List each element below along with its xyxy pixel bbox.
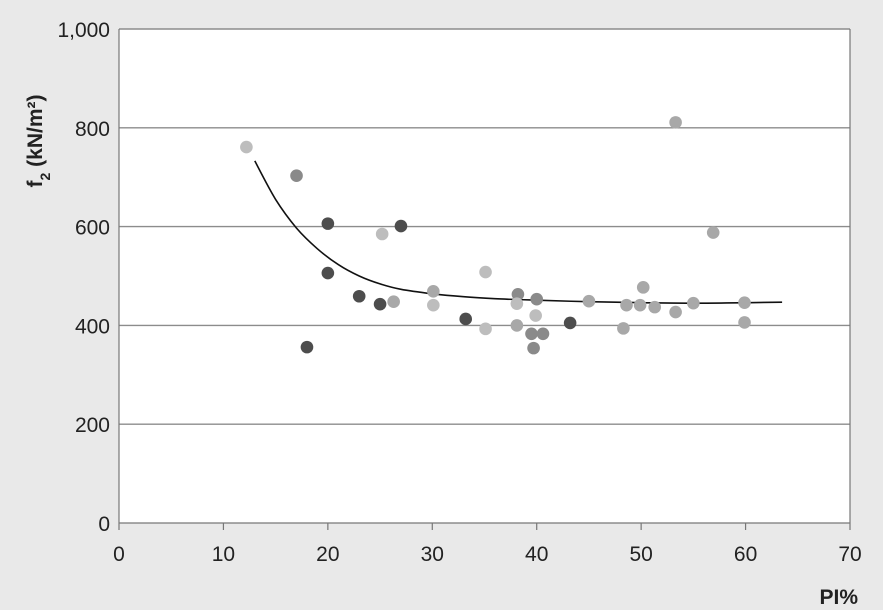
data-point xyxy=(290,169,303,183)
y-axis-title-subscript: 2 xyxy=(37,172,53,180)
data-point xyxy=(669,116,682,129)
x-tick-label: 20 xyxy=(316,543,339,566)
y-tick-label: 400 xyxy=(75,315,110,338)
x-tick-label: 40 xyxy=(525,543,548,566)
data-point xyxy=(459,312,473,326)
x-tick-label: 0 xyxy=(113,543,125,566)
data-point xyxy=(633,298,647,312)
data-point xyxy=(620,298,633,312)
x-tick-label: 30 xyxy=(421,543,444,566)
data-point xyxy=(510,297,524,310)
data-point xyxy=(510,319,524,332)
data-point xyxy=(738,296,751,309)
data-point xyxy=(321,266,335,280)
data-point xyxy=(387,295,400,308)
data-point xyxy=(427,285,440,298)
data-point xyxy=(352,289,366,303)
data-point xyxy=(427,298,440,312)
x-axis-title: PI% xyxy=(819,586,858,609)
data-point xyxy=(375,227,389,241)
data-point xyxy=(373,297,387,311)
data-point xyxy=(738,316,751,329)
x-tick-label: 10 xyxy=(212,543,235,566)
data-point xyxy=(525,327,538,341)
y-axis-title-unit: (kN/m²) xyxy=(24,95,47,173)
data-point xyxy=(240,140,253,154)
data-points xyxy=(240,116,751,355)
y-axis-title: f2 (kN/m²) xyxy=(24,95,53,188)
data-point xyxy=(648,300,662,314)
axes xyxy=(118,29,851,530)
data-point xyxy=(300,340,314,354)
data-point xyxy=(617,322,630,335)
data-point xyxy=(529,309,542,322)
y-tick-label: 1,000 xyxy=(57,19,110,42)
data-point xyxy=(394,219,408,233)
data-point xyxy=(536,327,550,341)
data-point xyxy=(530,292,544,306)
data-point xyxy=(669,305,682,319)
x-tick-label: 50 xyxy=(629,543,652,566)
data-point xyxy=(527,341,540,355)
y-axis-title-main: f xyxy=(24,179,47,187)
data-point xyxy=(706,226,720,239)
x-tick-label: 60 xyxy=(734,543,757,566)
data-point xyxy=(321,217,335,230)
data-point xyxy=(687,296,700,310)
y-tick-label: 200 xyxy=(75,414,110,437)
x-tick-label: 70 xyxy=(838,543,861,566)
data-point xyxy=(582,294,596,308)
y-tick-label: 800 xyxy=(75,118,110,141)
data-point xyxy=(636,281,650,294)
data-point xyxy=(511,287,525,301)
y-tick-label: 600 xyxy=(75,217,110,240)
data-point xyxy=(479,265,492,279)
data-point xyxy=(479,322,492,336)
tick-labels: 0 10 20 30 40 50 60 70 0 200 400 600 800 1,000 xyxy=(57,19,861,566)
y-tick-label: 0 xyxy=(98,513,110,536)
data-point xyxy=(563,316,577,330)
